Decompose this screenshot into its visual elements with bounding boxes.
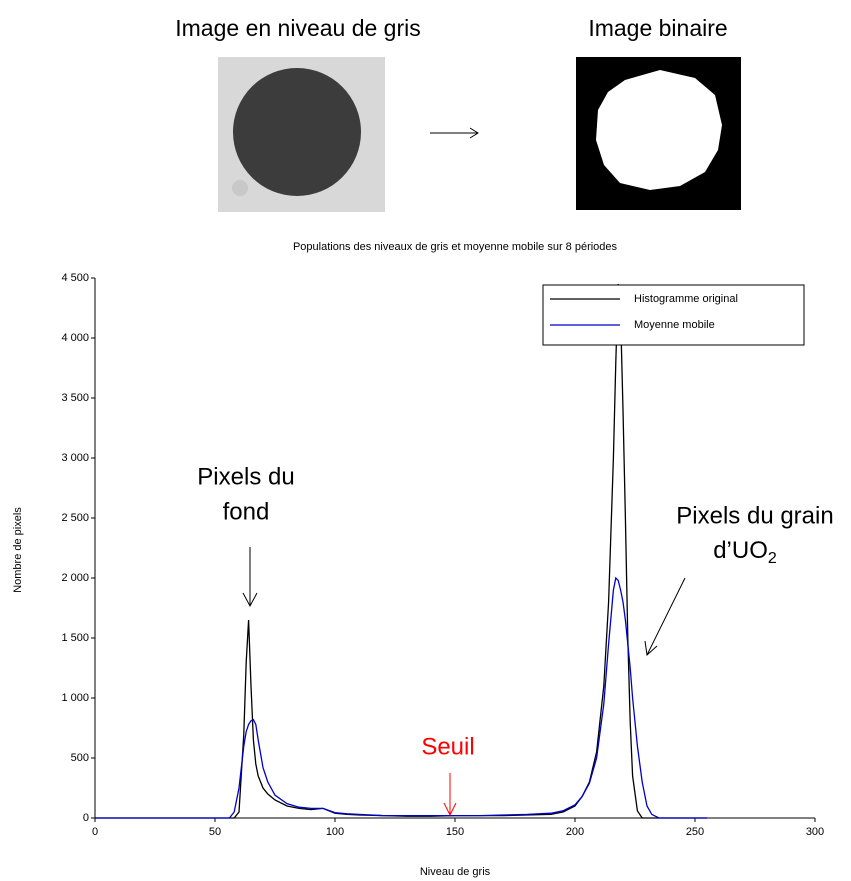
y-tick-label: 1 000 — [61, 692, 89, 704]
y-tick-label: 500 — [71, 752, 89, 764]
legend-label: Histogramme original — [634, 293, 738, 305]
annotation: Seuil — [421, 733, 474, 760]
y-tick-label: 4 000 — [61, 332, 89, 344]
x-tick-label: 300 — [806, 826, 824, 838]
y-tick-label: 2 000 — [61, 572, 89, 584]
y-tick-label: 4 500 — [61, 272, 89, 284]
subscript: 2 — [768, 550, 777, 567]
annotation-text: d’UO — [713, 537, 768, 564]
series-line — [95, 283, 707, 819]
series-line — [95, 576, 707, 819]
gray-image-title: Image en niveau de gris — [175, 15, 421, 41]
y-tick-label: 2 500 — [61, 512, 89, 524]
y-tick-label: 0 — [83, 812, 89, 824]
y-tick-label: 1 500 — [61, 632, 89, 644]
gray-image — [218, 57, 385, 212]
y-tick-label: 3 500 — [61, 392, 89, 404]
x-tick-label: 150 — [446, 826, 464, 838]
x-tick-label: 50 — [209, 826, 221, 838]
annotation: d’UO2 — [713, 537, 777, 567]
x-axis-label: Niveau de gris — [420, 866, 491, 878]
annotation-arrow — [443, 773, 457, 817]
legend: Histogramme original Moyenne mobile — [542, 284, 805, 346]
y-tick-label: 3 000 — [61, 452, 89, 464]
x-tick-label: 0 — [92, 826, 98, 838]
annotation-arrow — [242, 547, 258, 608]
chart-title: Populations des niveaux de gris et moyen… — [293, 241, 618, 253]
annotation: fond — [223, 498, 270, 525]
y-axis-label: Nombre de pixels — [12, 507, 24, 593]
binary-image-title: Image binaire — [588, 15, 727, 41]
binary-image — [576, 57, 741, 210]
annotation: Pixels du — [197, 463, 294, 490]
x-tick-label: 200 — [566, 826, 584, 838]
arrow — [430, 127, 479, 139]
annotation-arrow — [644, 577, 686, 656]
legend-label: Moyenne mobile — [634, 319, 715, 331]
annotation: Pixels du grain — [676, 502, 833, 529]
x-tick-label: 100 — [326, 826, 344, 838]
x-tick-label: 250 — [686, 826, 704, 838]
